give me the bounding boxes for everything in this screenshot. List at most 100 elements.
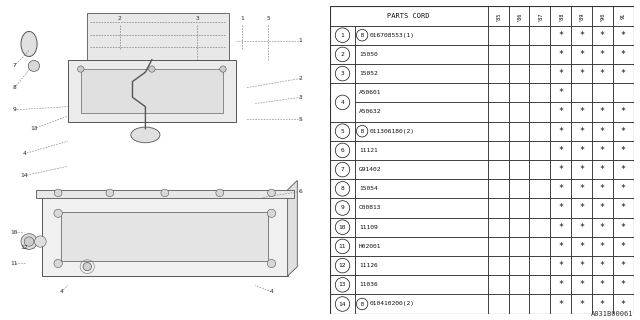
Circle shape [161, 189, 169, 197]
Bar [488, 45, 509, 64]
Text: A031B00061: A031B00061 [591, 311, 634, 317]
Text: 6: 6 [340, 148, 344, 153]
Text: *: * [621, 146, 626, 155]
Text: *: * [558, 261, 563, 270]
Circle shape [106, 189, 114, 197]
Circle shape [54, 209, 62, 217]
Text: 15052: 15052 [359, 71, 378, 76]
Text: *: * [558, 69, 563, 78]
Bar [509, 198, 529, 218]
Bar [571, 45, 592, 64]
Bar [571, 122, 592, 141]
Bar [612, 102, 634, 122]
Bar [571, 83, 592, 102]
Text: *: * [579, 127, 584, 136]
Text: A50632: A50632 [359, 109, 381, 115]
Bar [571, 160, 592, 179]
Bar [355, 102, 488, 122]
Text: *: * [558, 31, 563, 40]
Bar [488, 102, 509, 122]
Bar [592, 218, 612, 237]
Text: *: * [600, 184, 605, 193]
Bar [509, 26, 529, 45]
Bar [529, 294, 550, 314]
Text: 13: 13 [30, 126, 38, 131]
Bar [529, 64, 550, 83]
Text: 11126: 11126 [359, 263, 378, 268]
Bar [488, 6, 509, 26]
Bar [612, 6, 634, 26]
Text: A50601: A50601 [359, 90, 381, 95]
Bar [330, 83, 355, 122]
Circle shape [268, 209, 276, 217]
Bar [571, 237, 592, 256]
Bar [355, 45, 488, 64]
Text: 3: 3 [340, 71, 344, 76]
Text: 4: 4 [22, 151, 26, 156]
Bar [330, 64, 355, 83]
Bar [592, 141, 612, 160]
Bar [592, 179, 612, 198]
Bar [612, 83, 634, 102]
Bar [529, 237, 550, 256]
Bar [550, 294, 571, 314]
Circle shape [21, 234, 37, 249]
Text: *: * [621, 184, 626, 193]
Bar [330, 160, 355, 179]
Bar [87, 12, 229, 60]
Text: *: * [600, 127, 605, 136]
Text: 11109: 11109 [359, 225, 378, 230]
Bar [529, 198, 550, 218]
Bar [592, 102, 612, 122]
Bar [571, 275, 592, 294]
Bar [592, 256, 612, 275]
Text: H02001: H02001 [359, 244, 381, 249]
Text: *: * [600, 204, 605, 212]
Bar [488, 160, 509, 179]
Bar [612, 218, 634, 237]
Text: *: * [579, 242, 584, 251]
Bar [330, 6, 488, 26]
Bar [330, 275, 355, 294]
Bar [61, 212, 268, 261]
Bar [550, 26, 571, 45]
Text: *: * [621, 261, 626, 270]
Bar [488, 141, 509, 160]
Bar [612, 26, 634, 45]
Bar [355, 275, 488, 294]
Bar [488, 122, 509, 141]
Ellipse shape [21, 31, 37, 57]
Bar [509, 83, 529, 102]
Bar [488, 198, 509, 218]
Text: *: * [621, 108, 626, 116]
Text: *: * [600, 300, 605, 308]
Text: *: * [600, 69, 605, 78]
Text: *: * [621, 300, 626, 308]
Text: *: * [579, 184, 584, 193]
Bar [488, 83, 509, 102]
Text: *: * [600, 223, 605, 232]
Text: 5: 5 [266, 16, 270, 21]
Text: 11: 11 [11, 261, 19, 266]
Bar [509, 237, 529, 256]
Bar [550, 45, 571, 64]
Bar [488, 275, 509, 294]
Bar [488, 64, 509, 83]
Text: *: * [621, 280, 626, 289]
Circle shape [54, 189, 62, 197]
Text: G91402: G91402 [359, 167, 381, 172]
Text: B: B [360, 301, 364, 307]
Text: *: * [621, 127, 626, 136]
Text: 11036: 11036 [359, 282, 378, 287]
Bar [509, 218, 529, 237]
Bar [330, 237, 355, 256]
Bar [509, 294, 529, 314]
Bar [355, 141, 488, 160]
Bar [529, 141, 550, 160]
Bar [330, 218, 355, 237]
Bar [529, 275, 550, 294]
Circle shape [148, 66, 155, 72]
Text: *: * [621, 50, 626, 59]
Text: *: * [579, 146, 584, 155]
Bar [571, 198, 592, 218]
